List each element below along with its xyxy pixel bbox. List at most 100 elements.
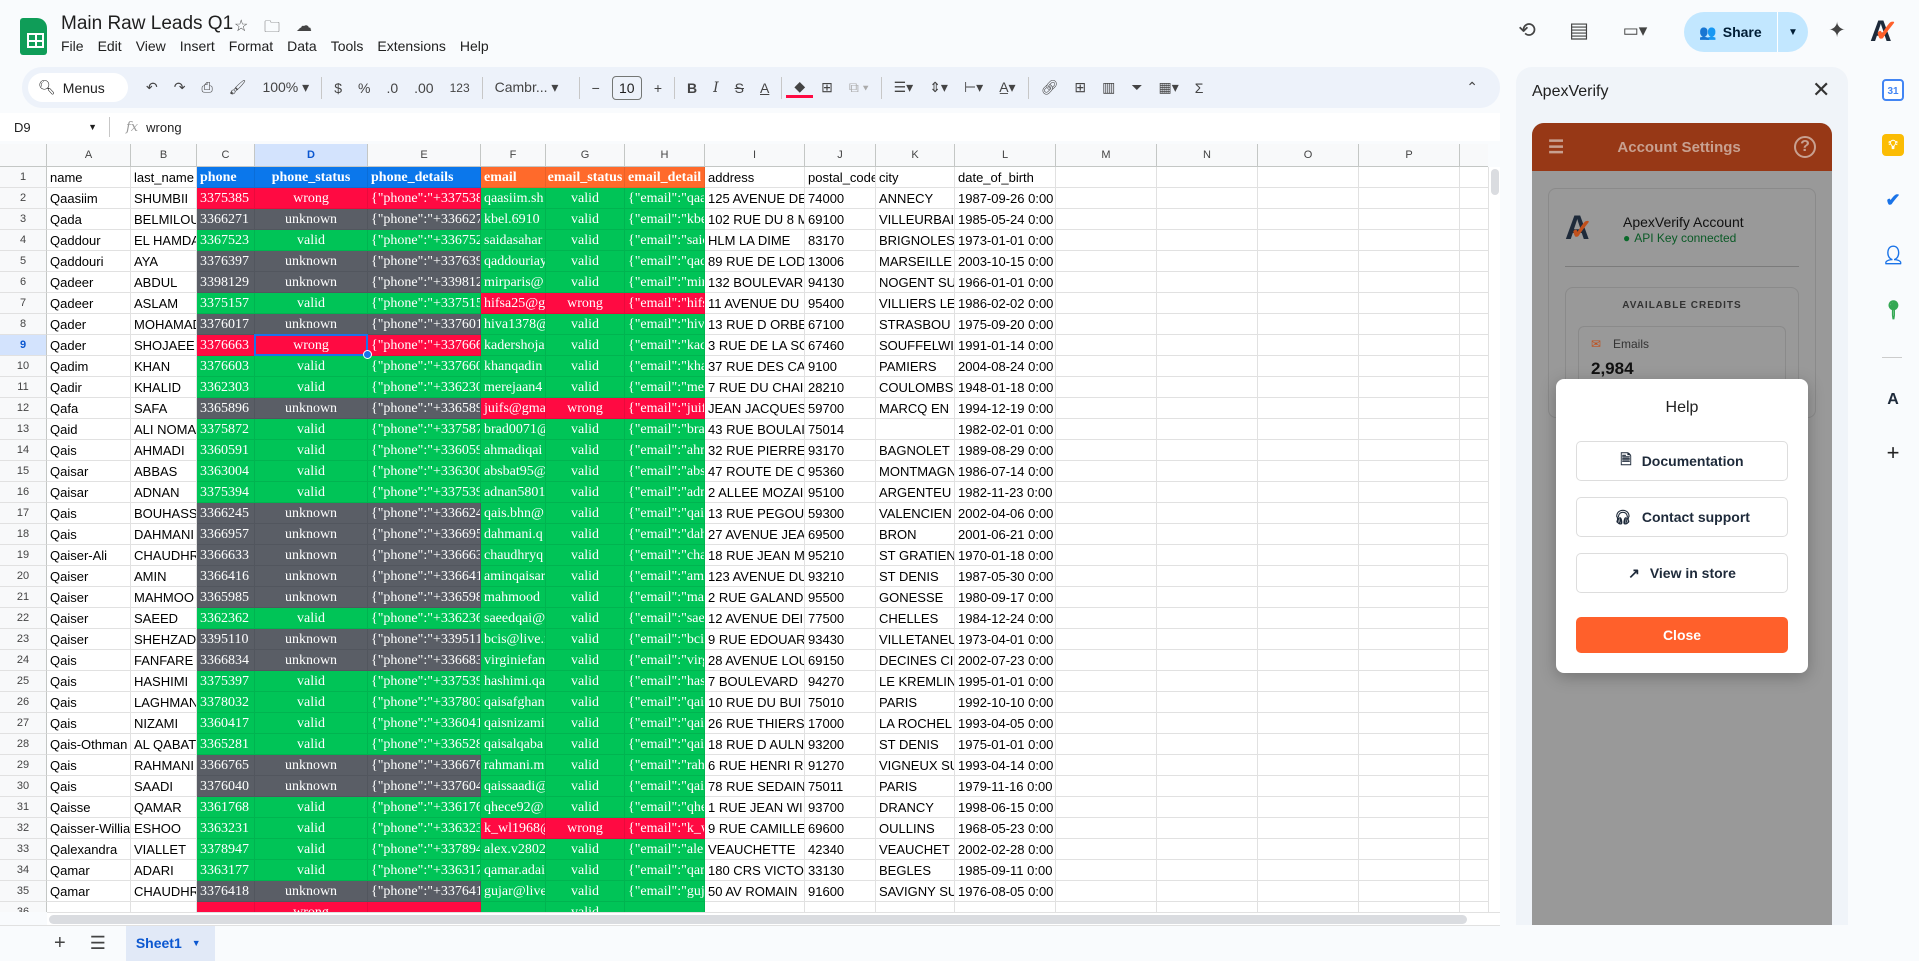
cell[interactable] (1460, 272, 1488, 293)
cell[interactable]: unknown (255, 503, 368, 524)
cell[interactable] (1056, 398, 1157, 419)
cell[interactable]: ASLAM (131, 293, 197, 314)
cell[interactable] (1258, 881, 1359, 902)
cell[interactable]: dahmani.q (481, 524, 546, 545)
cell[interactable]: Qaisar (47, 482, 131, 503)
cell[interactable] (1056, 293, 1157, 314)
cell[interactable] (1157, 440, 1258, 461)
version-history-icon[interactable]: ⟲ (1518, 19, 1536, 42)
cell[interactable]: {"phone":"+336300 (368, 461, 481, 482)
row-header[interactable]: 22 (0, 608, 47, 629)
cell[interactable]: {"email":"bcis (625, 629, 705, 650)
cell[interactable] (1056, 482, 1157, 503)
cell[interactable] (1157, 776, 1258, 797)
cell[interactable]: ST GRATIEN (876, 545, 955, 566)
cell[interactable]: {"email":"qhe (625, 797, 705, 818)
keep-icon[interactable]: 💡︎ (1882, 134, 1904, 156)
cell[interactable]: {"phone":"+336317 (368, 860, 481, 881)
cell[interactable] (1056, 335, 1157, 356)
cell[interactable]: VEAUCHETTE (705, 839, 805, 860)
cell[interactable]: ADARI (131, 860, 197, 881)
row-header[interactable]: 28 (0, 734, 47, 755)
cell[interactable]: {"email":"ale (625, 839, 705, 860)
cell[interactable] (1359, 377, 1460, 398)
cell[interactable]: {"email":"qaa (625, 188, 705, 209)
cell[interactable]: 93430 (805, 629, 876, 650)
cell[interactable] (1258, 797, 1359, 818)
cell[interactable] (1460, 587, 1488, 608)
cell[interactable]: 3366416 (197, 566, 255, 587)
row-header[interactable]: 5 (0, 251, 47, 272)
cell[interactable] (1056, 356, 1157, 377)
cell[interactable]: 1989-08-29 0:00 (955, 440, 1056, 461)
cell[interactable]: SHOJAEE (131, 335, 197, 356)
cell[interactable] (1157, 377, 1258, 398)
cell[interactable] (1258, 482, 1359, 503)
tasks-icon[interactable]: ✔ (1885, 190, 1901, 210)
cell[interactable]: merejaan4 (481, 377, 546, 398)
cell[interactable] (1157, 251, 1258, 272)
cell[interactable] (1258, 734, 1359, 755)
cell[interactable] (1157, 608, 1258, 629)
header-cell[interactable]: name (47, 167, 131, 188)
cell[interactable]: {"phone":"+336323 (368, 818, 481, 839)
cell[interactable] (1359, 818, 1460, 839)
cell[interactable]: valid (546, 566, 625, 587)
cell[interactable]: 1995-01-01 0:00 (955, 671, 1056, 692)
cell[interactable] (1056, 587, 1157, 608)
cell[interactable]: Qaid (47, 419, 131, 440)
cell[interactable] (1258, 755, 1359, 776)
cell[interactable] (1056, 188, 1157, 209)
cell[interactable]: valid (546, 440, 625, 461)
cell[interactable]: ESHOO (131, 818, 197, 839)
cell[interactable]: STRASBOU (876, 314, 955, 335)
cloud-status-icon[interactable]: ☁ (296, 18, 312, 35)
cell[interactable] (1056, 776, 1157, 797)
cell[interactable]: BAGNOLET (876, 440, 955, 461)
cell[interactable]: qaisnizami (481, 713, 546, 734)
cell[interactable] (1056, 608, 1157, 629)
cell[interactable]: MONTMAGN (876, 461, 955, 482)
cell[interactable]: {"phone":"+337587 (368, 419, 481, 440)
cell[interactable]: valid (255, 797, 368, 818)
cell[interactable]: ANNECY (876, 188, 955, 209)
cell[interactable]: valid (255, 440, 368, 461)
cell[interactable] (1460, 209, 1488, 230)
cell[interactable]: Qaiser (47, 566, 131, 587)
cell[interactable]: mirparis@ (481, 272, 546, 293)
cell[interactable]: {"email":"k_w (625, 818, 705, 839)
cell[interactable]: Qadim (47, 356, 131, 377)
insert-comment-icon[interactable]: ⊞ (1074, 79, 1087, 95)
cell[interactable]: Qaisse (47, 797, 131, 818)
cell[interactable]: {"email":"sae (625, 608, 705, 629)
cell[interactable]: qais.bhn@ (481, 503, 546, 524)
cell[interactable]: 1948-01-18 0:00 (955, 377, 1056, 398)
cell[interactable]: 1986-07-14 0:00 (955, 461, 1056, 482)
cell[interactable]: unknown (255, 755, 368, 776)
row-header[interactable]: 17 (0, 503, 47, 524)
cell[interactable] (1359, 209, 1460, 230)
cell[interactable]: ahmadiqai (481, 440, 546, 461)
name-box[interactable]: D9 ▼ (0, 117, 110, 137)
cell[interactable]: QAMAR (131, 797, 197, 818)
row-header[interactable]: 16 (0, 482, 47, 503)
cell[interactable] (1359, 335, 1460, 356)
cell[interactable] (1056, 251, 1157, 272)
cell[interactable]: valid (546, 314, 625, 335)
cell[interactable]: qaisalqaba (481, 734, 546, 755)
cell[interactable]: valid (546, 251, 625, 272)
cell[interactable] (1460, 398, 1488, 419)
cell[interactable]: 1982-02-01 0:00 (955, 419, 1056, 440)
row-header[interactable]: 10 (0, 356, 47, 377)
cell[interactable]: hifsa25@g (481, 293, 546, 314)
cell[interactable] (1460, 251, 1488, 272)
functions-icon[interactable]: Σ (1194, 79, 1204, 96)
cell[interactable]: AL QABAT (131, 734, 197, 755)
cell[interactable]: 2002-02-28 0:00 (955, 839, 1056, 860)
cell[interactable]: VILLETANEU (876, 629, 955, 650)
cell[interactable]: 59300 (805, 503, 876, 524)
cell[interactable] (1460, 734, 1488, 755)
cell[interactable] (1460, 545, 1488, 566)
menu-tools[interactable]: Tools (330, 38, 364, 54)
cell[interactable]: {"phone":"+337538 (368, 188, 481, 209)
